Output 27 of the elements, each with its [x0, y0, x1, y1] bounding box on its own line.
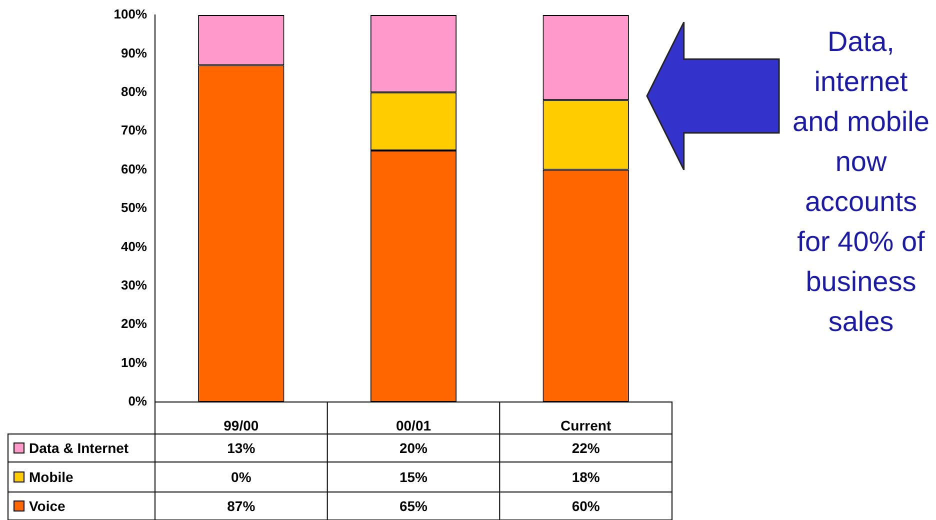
y-tick-label: 60%	[120, 161, 148, 176]
y-tick-label: 40%	[120, 238, 148, 254]
text: Data, internet and mobile now accounts for 40% of business sales	[792, 25, 930, 339]
data-label: 65%	[399, 498, 428, 514]
y-tick-label: 90%	[120, 45, 148, 60]
y-tick-label: 0%	[128, 394, 148, 409]
data-label: 20%	[399, 440, 428, 456]
y-tick-label: 80%	[120, 84, 148, 99]
y-tick-label: 70%	[120, 122, 148, 138]
y-tick-label: 100%	[114, 6, 148, 22]
x-tick-label: Current	[560, 417, 612, 434]
data-label: 87%	[227, 498, 256, 514]
legend-label: Voice	[29, 498, 66, 514]
data-label: 22%	[572, 440, 600, 456]
y-tick-label: 30%	[120, 277, 148, 292]
legend-label: Data & Internet	[29, 440, 129, 456]
data-label: 15%	[399, 468, 428, 485]
x-tick-label: 99/00	[224, 417, 259, 434]
legend-label: Mobile	[29, 468, 74, 485]
data-label: 0%	[231, 468, 252, 485]
y-tick-label: 20%	[120, 316, 148, 332]
y-tick-label: 10%	[120, 354, 148, 370]
data-label: 13%	[227, 440, 256, 456]
data-label: 60%	[572, 498, 600, 514]
data-label: 18%	[572, 468, 600, 485]
x-tick-label: 00/01	[396, 417, 432, 434]
y-tick-label: 50%	[120, 200, 148, 216]
